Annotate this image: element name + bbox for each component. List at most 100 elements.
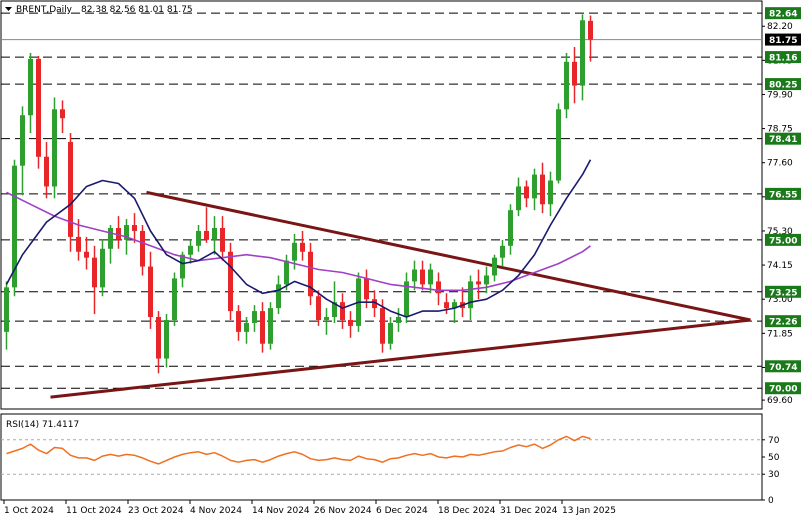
bear-candle <box>348 311 353 338</box>
candle-body <box>12 165 17 288</box>
candle-body <box>68 141 73 237</box>
candle-body <box>196 230 201 246</box>
candle-body <box>188 245 193 255</box>
bear-candle <box>588 15 593 62</box>
candle-body <box>212 227 217 240</box>
level-label: 70.74 <box>769 363 797 373</box>
rsi-panel-frame <box>0 413 763 501</box>
candle-body <box>84 251 89 258</box>
candle-body <box>396 317 401 323</box>
candle-body <box>420 269 425 285</box>
bull-candle <box>412 260 417 291</box>
candle-body <box>52 109 57 187</box>
candle-body <box>532 174 537 199</box>
candle-body <box>116 227 121 240</box>
resistance-trendline <box>146 190 751 322</box>
candle-body <box>516 186 521 211</box>
bull-candle <box>52 97 57 199</box>
bear-candle <box>572 46 577 104</box>
candle-body <box>524 186 529 199</box>
level-label: 73.25 <box>769 288 797 298</box>
candle-body <box>228 251 233 312</box>
bull-candle <box>172 272 177 326</box>
candle-body <box>300 242 305 252</box>
level-box <box>765 7 801 20</box>
candle-body <box>260 311 265 344</box>
rsi-tick-label: 0 <box>768 496 774 506</box>
candle-body <box>564 61 569 110</box>
bear-candle <box>420 260 425 291</box>
bull-candle <box>452 299 457 323</box>
price-panel-frame <box>0 0 763 410</box>
time-tick-label: 6 Dec 2024 <box>376 506 428 516</box>
candle-body <box>92 257 97 288</box>
candle-body <box>276 284 281 309</box>
bull-candle <box>188 239 193 264</box>
bear-candle <box>524 180 529 208</box>
candle-body <box>60 109 65 119</box>
bull-candle <box>468 275 473 320</box>
bull-candle <box>428 263 433 294</box>
candle-body <box>372 299 377 309</box>
current-price-label: 81.75 <box>769 36 797 46</box>
bear-candle <box>228 242 233 320</box>
time-tick-label: 14 Nov 2024 <box>252 506 310 516</box>
bull-candle <box>212 216 217 255</box>
bear-candle <box>380 299 385 353</box>
bull-candle <box>28 52 33 134</box>
bull-candle <box>500 239 505 267</box>
ma-slow-line <box>6 191 591 292</box>
bear-candle <box>148 251 153 329</box>
candle-body <box>548 180 553 205</box>
bull-candle <box>556 103 561 184</box>
candle-body <box>100 248 105 288</box>
triangle-down-icon <box>5 7 12 11</box>
candle-body <box>172 278 177 320</box>
rsi-tick-label: 50 <box>768 453 780 463</box>
candle-body <box>20 115 25 166</box>
rsi-axis: 70 50 30 0 <box>762 436 780 506</box>
level-box <box>765 187 801 200</box>
candle-body <box>332 302 337 318</box>
bear-candle <box>444 293 449 315</box>
bear-candle <box>60 100 65 134</box>
bear-candle <box>372 290 377 318</box>
candle-body <box>308 251 313 297</box>
bull-candle <box>516 177 521 217</box>
time-axis: 1 Oct 2024 11 Oct 2024 23 Oct 2024 4 Nov 20… <box>3 500 616 516</box>
candle-body <box>324 317 329 320</box>
candle-body <box>140 230 145 267</box>
bear-candle <box>92 245 97 315</box>
bear-candle <box>300 230 305 261</box>
ohlc-label: 82.38 82.56 81.01 81.75 <box>81 5 193 15</box>
bull-candle <box>492 254 497 282</box>
bull-candle <box>196 225 201 252</box>
rsi-tick-label: 70 <box>768 436 780 446</box>
level-label: 81.16 <box>769 54 797 64</box>
candle-body <box>236 311 241 332</box>
bear-candle <box>68 133 73 252</box>
candle-body <box>124 225 129 240</box>
level-label: 82.64 <box>769 10 797 20</box>
bear-candle <box>260 302 265 353</box>
bull-candle <box>244 317 249 344</box>
candle-body <box>28 58 33 116</box>
bull-candle <box>268 302 273 350</box>
price-tick-label: 71.85 <box>767 329 793 339</box>
level-box <box>765 315 801 328</box>
candle-body <box>468 281 473 309</box>
candle-body <box>404 281 409 318</box>
price-tick-label: 75.30 <box>767 227 793 237</box>
bull-candle <box>332 281 337 323</box>
candle-body <box>500 245 505 258</box>
bear-candle <box>132 213 137 243</box>
bear-candle <box>84 236 89 270</box>
level-box <box>765 360 801 373</box>
candle-body <box>180 254 185 279</box>
current-price-box <box>765 33 801 46</box>
bear-candle <box>36 55 41 169</box>
candle-body <box>316 296 321 320</box>
candle-body <box>108 227 113 249</box>
rsi-tick-label: 30 <box>768 470 780 480</box>
candle-body <box>428 269 433 285</box>
